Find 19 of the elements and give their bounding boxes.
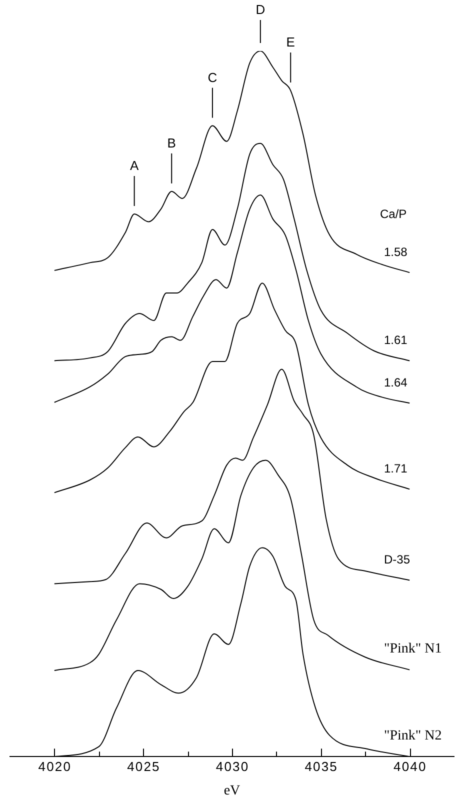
annotation: C [208, 70, 218, 85]
x-tick-label: 4 0 2 0 [38, 758, 70, 774]
x-tick-label: 4 0 2 5 [127, 758, 160, 774]
annotation: B [167, 135, 176, 150]
x-axis-title: eV [224, 783, 240, 798]
series-label: 1.61 [384, 333, 408, 348]
annotation: A [130, 158, 139, 174]
series-label: D-35 [384, 552, 410, 567]
legend-title: Ca/P [380, 206, 407, 221]
series-label: 1.58 [384, 244, 408, 259]
series-label: "Pink" N1 [384, 641, 442, 656]
series-label: "Pink" N2 [384, 728, 442, 744]
annotation: D [256, 2, 266, 18]
x-tick-label: 4 0 3 0 [216, 758, 248, 774]
series-label: 1.64 [384, 375, 408, 390]
annotation: E [286, 34, 296, 50]
series-label: 1.71 [384, 461, 408, 476]
x-tick-label: 4 0 4 0 [394, 758, 426, 774]
x-tick-label: 4 0 3 5 [304, 758, 337, 774]
